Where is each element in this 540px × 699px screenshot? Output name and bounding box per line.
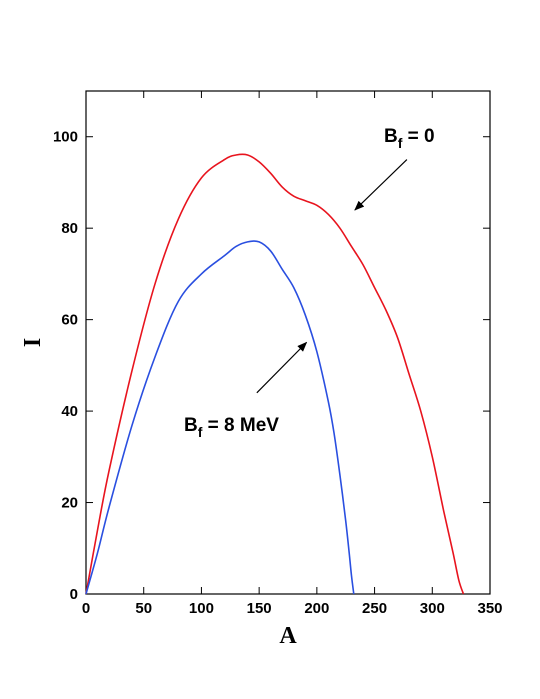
y-tick-label: 0: [70, 586, 78, 603]
annotations: Bf = 0Bf = 8 MeV: [184, 126, 435, 440]
x-tick-label: 350: [477, 600, 502, 617]
annotation-label-1: Bf = 8 MeV: [184, 415, 279, 440]
y-axis-title: I: [20, 338, 46, 347]
plot-frame: [85, 90, 491, 595]
y-tick-label: 20: [61, 495, 78, 512]
x-tick-label: 150: [247, 600, 272, 617]
annotation-main: B: [384, 126, 398, 147]
x-tick-label: 250: [362, 600, 387, 617]
y-tick-label: 40: [61, 403, 78, 420]
annotation-label-0: Bf = 0: [384, 126, 435, 151]
series-lines: [85, 153, 465, 595]
series-line-0: [85, 153, 465, 595]
y-tick-label: 100: [53, 129, 78, 146]
y-tick-label: 80: [61, 220, 78, 237]
annotation-subscript: f: [198, 424, 203, 440]
annotation-rest: = 8 MeV: [202, 415, 279, 436]
annotation-main: B: [184, 415, 198, 436]
x-tick-label: 0: [82, 600, 90, 617]
plot-frame-rect: [85, 90, 491, 595]
axis-ticks: 0 50 100 150 200 250 300 350 0 20 40 60 80 100: [53, 91, 503, 617]
y-tick-label: 60: [61, 312, 78, 329]
x-tick-label: 300: [420, 600, 445, 617]
annotation-subscript: f: [398, 135, 403, 151]
x-axis-title: A: [279, 623, 297, 649]
x-tick-label: 200: [304, 600, 329, 617]
annotation-arrow-0: [354, 159, 408, 211]
annotation-arrow-1: [256, 341, 308, 394]
series-line-1: [85, 240, 355, 595]
x-tick-label: 50: [135, 600, 152, 617]
x-tick-label: 100: [189, 600, 214, 617]
annotation-rest: = 0: [402, 126, 434, 147]
